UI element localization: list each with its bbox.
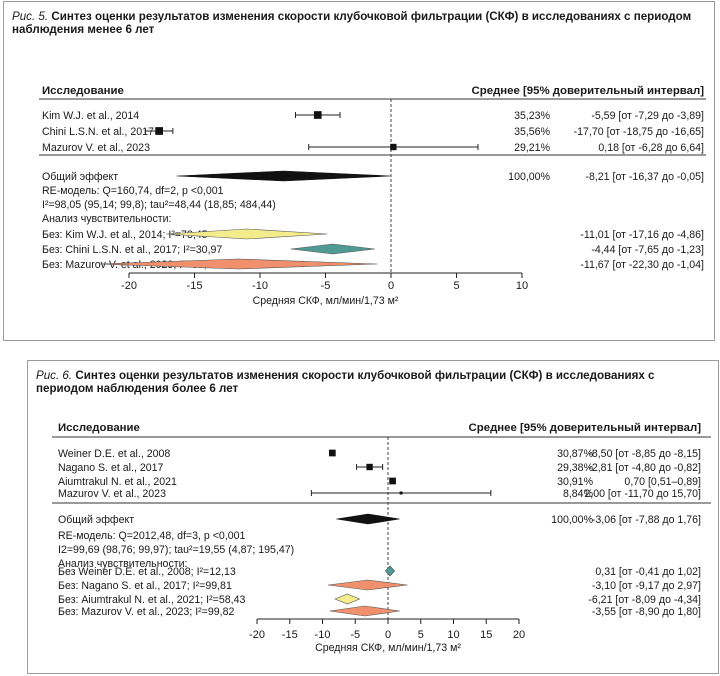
model-statistics: RE-модель: Q=160,74, df=2, p <0,001 bbox=[42, 185, 224, 197]
study-point-estimate bbox=[155, 127, 163, 135]
sensitivity-diamond bbox=[166, 228, 328, 240]
x-tick-label: -10 bbox=[252, 280, 268, 292]
sensitivity-diamond bbox=[98, 258, 378, 270]
sensitivity-label: Без: Chini L.S.N. et al., 2017; I²=30,97 bbox=[42, 244, 222, 256]
study-weight: 30,91% bbox=[557, 476, 594, 488]
study-label: Mazurov V. et al., 2023 bbox=[42, 142, 150, 154]
sensitivity-diamond bbox=[334, 593, 361, 605]
x-tick-label: 15 bbox=[480, 629, 492, 641]
figure-title: Синтез оценки результатов изменения скор… bbox=[12, 10, 692, 36]
sensitivity-estimate-ci: 0,31 [от -0,41 до 1,02] bbox=[595, 566, 701, 578]
sensitivity-label: Без Weiner D.E. et al., 2008; I²=12,13 bbox=[58, 566, 236, 578]
sensitivity-estimate-ci: -4,44 [от -7,65 до -1,23] bbox=[591, 244, 704, 256]
model-statistics: RE-модель: Q=2012,48, df=3, p <0,001 bbox=[58, 530, 246, 542]
study-point-estimate bbox=[390, 143, 397, 151]
x-tick-label: -20 bbox=[121, 280, 137, 292]
overall-label: Общий эффект bbox=[42, 171, 118, 183]
x-tick-label: 10 bbox=[516, 280, 528, 292]
sensitivity-diamond bbox=[384, 565, 396, 577]
study-point-estimate bbox=[389, 477, 396, 485]
study-estimate-ci: -8,50 [от -8,85 до -8,15] bbox=[588, 448, 701, 460]
study-label: Chini L.S.N. et al., 2017 bbox=[42, 126, 154, 138]
study-estimate-ci: -17,70 [от -18,75 до -16,65] bbox=[574, 126, 704, 138]
study-point-estimate bbox=[328, 449, 336, 457]
study-estimate-ci: 0,70 [0,51–0,89] bbox=[624, 476, 701, 488]
overall-weight: 100,00% bbox=[551, 514, 593, 526]
forest-plot-panel-2: Рис. 6. Синтез оценки результатов измене… bbox=[27, 360, 719, 674]
sensitivity-header: Анализ чувствительности: bbox=[58, 558, 187, 570]
study-weight: 8,84% bbox=[563, 488, 594, 500]
sensitivity-diamond bbox=[290, 243, 375, 255]
overall-weight: 100,00% bbox=[508, 171, 550, 183]
x-tick-label: -15 bbox=[282, 629, 298, 641]
model-statistics: I2=99,69 (98,76; 99,97); tau²=19,55 (4,8… bbox=[58, 544, 294, 556]
sensitivity-label: Без: Nagano S. et al., 2017; I²=99,81 bbox=[58, 580, 232, 592]
study-estimate-ci: -2,81 [от -4,80 до -0,82] bbox=[588, 462, 701, 474]
x-axis-label: Средняя СКФ, мл/мин/1,73 м² bbox=[253, 295, 399, 307]
study-point-estimate bbox=[399, 491, 403, 495]
figure-caption: Рис. 6. Синтез оценки результатов измене… bbox=[36, 369, 710, 395]
study-label: Kim W.J. et al., 2014 bbox=[42, 110, 139, 122]
forest-plot-panel-1: Рис. 5. Синтез оценки результатов измене… bbox=[3, 1, 715, 341]
sensitivity-estimate-ci: -6,21 [от -8,09 до -4,34] bbox=[588, 594, 701, 606]
x-tick-label: 5 bbox=[418, 629, 424, 641]
study-label: Nagano S. et al., 2017 bbox=[58, 462, 164, 474]
sensitivity-label: Без: Mazurov V. et al., 2023; I²=99,82 bbox=[58, 606, 234, 618]
study-label: Mazurov V. et al., 2023 bbox=[58, 488, 166, 500]
forest-plot-2: Исследование Среднее [95% доверительный и… bbox=[52, 422, 711, 654]
x-tick-label: 5 bbox=[453, 280, 459, 292]
sensitivity-diamond bbox=[327, 579, 408, 591]
study-weight: 30,87% bbox=[557, 448, 594, 460]
figure-label: Рис. 5. bbox=[12, 10, 49, 23]
study-point-estimate bbox=[313, 111, 322, 119]
sensitivity-label: Без: Kim W.J. et al., 2014; I²=73,45 bbox=[42, 229, 208, 241]
study-weight: 29,38% bbox=[557, 462, 594, 474]
x-tick-label: 20 bbox=[513, 629, 525, 641]
study-weight: 35,23% bbox=[514, 110, 551, 122]
study-estimate-ci: 0,18 [от -6,28 до 6,64] bbox=[598, 142, 704, 154]
study-weight: 29,21% bbox=[514, 142, 551, 154]
figure-title: Синтез оценки результатов изменения скор… bbox=[36, 369, 655, 395]
x-axis-label: Средняя СКФ, мл/мин/1,73 м² bbox=[315, 642, 461, 654]
header-study: Исследование bbox=[42, 85, 124, 97]
sensitivity-header: Анализ чувствительности: bbox=[42, 213, 171, 225]
figure-label: Рис. 6. bbox=[36, 369, 73, 382]
x-tick-label: -20 bbox=[249, 629, 265, 641]
study-point-estimate bbox=[366, 463, 373, 471]
x-tick-label: -5 bbox=[350, 629, 360, 641]
model-statistics: I²=98,05 (95,14; 99,8); tau²=48,44 (18,8… bbox=[42, 199, 276, 211]
study-label: Weiner D.E. et al., 2008 bbox=[58, 448, 170, 460]
x-tick-label: -15 bbox=[187, 280, 203, 292]
study-weight: 35,56% bbox=[514, 126, 551, 138]
overall-estimate-ci: -3,06 [от -7,88 до 1,76] bbox=[592, 514, 701, 526]
sensitivity-label: Без: Aiumtrakul N. et al., 2021; I²=58,4… bbox=[58, 594, 245, 606]
overall-label: Общий эффект bbox=[58, 514, 134, 526]
sensitivity-estimate-ci: -11,01 [от -17,16 до -4,86] bbox=[580, 229, 704, 241]
figure-caption: Рис. 5. Синтез оценки результатов измене… bbox=[12, 10, 706, 36]
overall-diamond bbox=[336, 513, 400, 525]
study-label: Aiumtrakul N. et al., 2021 bbox=[58, 476, 177, 488]
study-estimate-ci: -5,59 [от -7,29 до -3,89] bbox=[591, 110, 704, 122]
x-tick-label: 10 bbox=[447, 629, 459, 641]
x-tick-label: -10 bbox=[315, 629, 331, 641]
x-tick-label: -5 bbox=[321, 280, 331, 292]
sensitivity-estimate-ci: -3,10 [от -9,17 до 2,97] bbox=[592, 580, 701, 592]
sensitivity-estimate-ci: -11,67 [от -22,30 до -1,04] bbox=[580, 259, 704, 271]
x-tick-label: 0 bbox=[385, 629, 391, 641]
overall-estimate-ci: -8,21 [от -16,37 до -0,05] bbox=[585, 171, 704, 183]
header-study: Исследование bbox=[58, 422, 140, 434]
forest-plot-1: Исследование Среднее [95% доверительный и… bbox=[39, 85, 706, 307]
overall-diamond bbox=[176, 170, 391, 182]
sensitivity-diamond bbox=[329, 605, 400, 617]
header-estimate: Среднее [95% доверительный интервал] bbox=[469, 422, 702, 434]
sensitivity-estimate-ci: -3,55 [от -8,90 до 1,80] bbox=[592, 606, 701, 618]
header-estimate: Среднее [95% доверительный интервал] bbox=[472, 85, 705, 97]
study-estimate-ci: 2,00 [от -11,70 до 15,70] bbox=[584, 488, 701, 500]
x-tick-label: 0 bbox=[388, 280, 394, 292]
